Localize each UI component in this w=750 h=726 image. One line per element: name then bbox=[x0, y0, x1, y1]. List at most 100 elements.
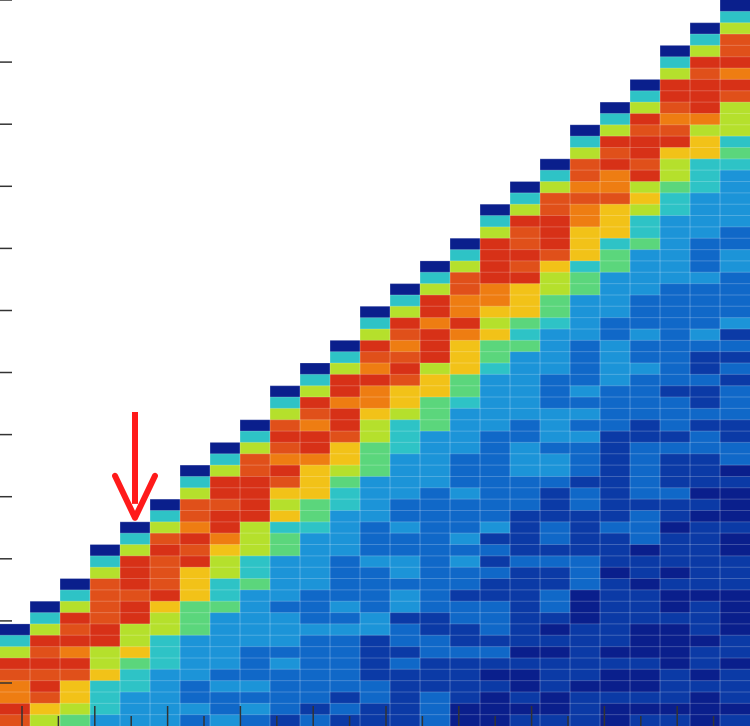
heatmap-cell bbox=[30, 714, 61, 726]
heatmap-cell bbox=[330, 453, 361, 466]
heatmap-cell bbox=[630, 102, 661, 114]
heatmap-cell bbox=[330, 578, 361, 591]
heatmap-cell bbox=[600, 714, 631, 726]
heatmap-cell bbox=[720, 328, 750, 341]
heatmap-cell bbox=[570, 612, 601, 625]
heatmap-cell bbox=[330, 555, 361, 568]
heatmap-cell bbox=[570, 442, 601, 455]
heatmap-cell bbox=[600, 635, 631, 647]
heatmap-cell bbox=[330, 601, 361, 613]
heatmap-cell bbox=[120, 669, 151, 682]
heatmap-cell bbox=[420, 453, 451, 466]
heatmap-cell bbox=[660, 68, 691, 80]
heatmap-cell bbox=[330, 521, 361, 534]
heatmap-cell bbox=[570, 204, 601, 216]
heatmap-cell bbox=[360, 601, 391, 613]
heatmap-cell bbox=[240, 589, 271, 602]
heatmap-cell bbox=[600, 260, 631, 273]
heatmap-cell bbox=[180, 567, 211, 579]
heatmap-cell bbox=[630, 158, 661, 171]
heatmap-cell bbox=[480, 487, 511, 500]
heatmap-cell bbox=[600, 442, 631, 455]
heatmap-cell bbox=[390, 487, 421, 500]
heatmap-cell bbox=[330, 465, 361, 477]
heatmap-cell bbox=[660, 555, 691, 568]
heatmap-cell bbox=[720, 90, 750, 103]
heatmap-cell bbox=[450, 544, 481, 557]
heatmap-cell bbox=[720, 431, 750, 443]
heatmap-cell bbox=[570, 476, 601, 489]
heatmap-cell bbox=[690, 90, 721, 103]
heatmap-cell bbox=[600, 249, 631, 262]
heatmap-cell bbox=[540, 385, 571, 398]
heatmap-cell bbox=[270, 567, 301, 579]
heatmap-cell bbox=[240, 612, 271, 625]
heatmap-cell bbox=[90, 691, 121, 704]
heatmap-cell bbox=[480, 567, 511, 579]
heatmap-cell bbox=[210, 635, 241, 647]
heatmap-cell bbox=[630, 136, 661, 148]
heatmap-cell bbox=[300, 397, 331, 409]
heatmap-cell bbox=[720, 340, 750, 353]
heatmap-cell bbox=[660, 635, 691, 647]
heatmap-cell bbox=[450, 340, 481, 353]
heatmap-cell bbox=[540, 170, 571, 182]
heatmap-cell bbox=[480, 226, 511, 239]
heatmap-cell bbox=[270, 680, 301, 693]
heatmap-cell bbox=[720, 102, 750, 114]
heatmap-cell bbox=[210, 521, 241, 534]
heatmap-cell bbox=[450, 249, 481, 262]
heatmap-cell bbox=[390, 385, 421, 398]
heatmap-cell bbox=[540, 533, 571, 545]
heatmap-cell bbox=[30, 601, 61, 613]
heatmap-cell bbox=[720, 363, 750, 375]
heatmap-cell bbox=[330, 544, 361, 557]
heatmap-cell bbox=[480, 340, 511, 353]
heatmap-cell bbox=[360, 669, 391, 682]
heatmap-cell bbox=[720, 238, 750, 250]
heatmap-cell bbox=[660, 238, 691, 250]
heatmap-cell bbox=[150, 646, 181, 659]
heatmap-cell bbox=[480, 635, 511, 647]
heatmap-cell bbox=[540, 453, 571, 466]
heatmap-cell bbox=[180, 680, 211, 693]
heatmap-cell bbox=[420, 340, 451, 353]
heatmap-cell bbox=[240, 567, 271, 579]
heatmap-cell bbox=[240, 635, 271, 647]
heatmap-cell bbox=[690, 317, 721, 330]
heatmap-cell bbox=[120, 555, 151, 568]
heatmap-cell bbox=[660, 226, 691, 239]
heatmap-cell bbox=[420, 328, 451, 341]
heatmap-cell bbox=[420, 465, 451, 477]
heatmap-cell bbox=[480, 555, 511, 568]
heatmap-cell bbox=[630, 147, 661, 160]
heatmap-cell bbox=[30, 646, 61, 659]
heatmap-cell bbox=[360, 578, 391, 591]
heatmap-cell bbox=[600, 578, 631, 591]
heatmap-cell bbox=[720, 533, 750, 545]
heatmap-cell bbox=[630, 567, 661, 579]
heatmap-cell bbox=[540, 294, 571, 307]
heatmap-cell bbox=[600, 657, 631, 670]
heatmap-cell bbox=[510, 317, 541, 330]
heatmap-cell bbox=[690, 657, 721, 670]
heatmap-cell bbox=[540, 408, 571, 421]
heatmap-cell bbox=[300, 453, 331, 466]
heatmap-cell bbox=[570, 487, 601, 500]
heatmap-cell bbox=[240, 510, 271, 523]
heatmap-cell bbox=[570, 646, 601, 659]
heatmap-cell bbox=[690, 294, 721, 307]
heatmap-cell bbox=[180, 612, 211, 625]
heatmap-cell bbox=[450, 657, 481, 670]
heatmap-cell bbox=[450, 487, 481, 500]
heatmap-cell bbox=[540, 215, 571, 228]
heatmap-cell bbox=[60, 601, 91, 613]
heatmap-cell bbox=[450, 238, 481, 250]
heatmap-cell bbox=[720, 260, 750, 273]
heatmap-cell bbox=[390, 476, 421, 489]
heatmap-cell bbox=[630, 204, 661, 216]
heatmap-cell bbox=[510, 510, 541, 523]
heatmap-cell bbox=[450, 351, 481, 364]
heatmap-cell bbox=[150, 521, 181, 534]
